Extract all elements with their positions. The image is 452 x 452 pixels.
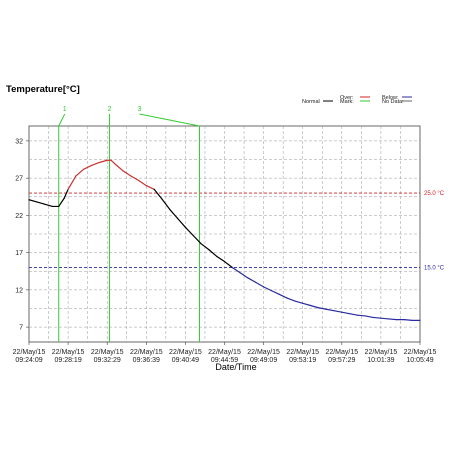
series-segment [122, 170, 132, 177]
thresholds: 25.0 °C 15.0 °C [29, 191, 445, 272]
series-segment [75, 168, 85, 177]
series-segment [28, 199, 38, 203]
x-tick-date: 22/May/15 [130, 349, 163, 356]
x-tick-date: 22/May/15 [286, 349, 319, 356]
over-threshold-label: 25.0 °C [424, 191, 445, 197]
x-tick-date: 22/May/15 [13, 349, 46, 356]
x-tick-date: 22/May/15 [365, 349, 398, 356]
series-segment [278, 293, 288, 299]
legend-label: Normal [302, 99, 320, 105]
legend-label: Mark: [340, 99, 354, 105]
mark-leader [58, 113, 66, 127]
y-tick-label: 22 [15, 213, 23, 220]
y-tick-label: 7 [19, 325, 23, 332]
series-segment [270, 290, 280, 295]
grid [28, 125, 421, 343]
mark-label: 2 [108, 106, 112, 113]
series-segment [223, 260, 233, 269]
x-tick-time: 09:28:19 [54, 357, 81, 364]
series-segment [184, 226, 194, 237]
x-tick-time: 09:24:09 [15, 357, 42, 364]
series-segment [90, 161, 100, 167]
x-tick-date: 22/May/15 [169, 349, 202, 356]
legend: Normal Over:Mark: Below:No Data: [302, 95, 412, 105]
series-segment [309, 304, 319, 309]
series-segment [247, 277, 257, 284]
series-segment [317, 307, 327, 310]
mark-leader [139, 113, 200, 127]
series-segment [161, 198, 171, 211]
series [28, 159, 421, 321]
below-threshold-label: 15.0 °C [424, 266, 445, 272]
marks: 1 2 3 [58, 106, 200, 342]
series-segment [98, 159, 108, 164]
x-tick-date: 22/May/15 [208, 349, 241, 356]
y-tick-label: 17 [15, 250, 23, 257]
series-segment [255, 281, 265, 288]
x-tick-time: 09:32:29 [94, 357, 121, 364]
x-tick-time: 10:01:39 [367, 357, 394, 364]
x-tick-date: 22/May/15 [91, 349, 124, 356]
x-tick-time: 10:05:49 [406, 357, 433, 364]
series-segment [325, 308, 335, 312]
x-tick-time: 09:40:49 [172, 357, 199, 364]
series-segment [302, 302, 312, 307]
series-segment [263, 286, 273, 292]
mark-label: 3 [138, 106, 142, 113]
series-segment [372, 316, 382, 319]
chart-title: Temperature[°C] [6, 84, 80, 95]
series-segment [239, 272, 249, 279]
mark-label: 1 [63, 106, 67, 113]
series-segment [341, 311, 351, 315]
x-tick-time: 09:49:09 [250, 357, 277, 364]
series-segment [349, 313, 359, 316]
legend-label: Below: [382, 95, 399, 101]
x-tick-time: 09:53:19 [289, 357, 316, 364]
y-tick-label: 12 [15, 287, 23, 294]
series-segment [286, 297, 296, 302]
series-segment [130, 175, 140, 181]
series-segment [380, 317, 390, 320]
series-segment [403, 319, 413, 321]
series-segment [294, 300, 304, 304]
series-segment [110, 159, 116, 165]
x-tick-time: 09:36:39 [133, 357, 160, 364]
series-segment [153, 188, 163, 200]
series-segment [200, 243, 210, 251]
x-axis: 22/May/1509:24:0922/May/1509:28:1922/May… [13, 342, 437, 364]
series-segment [364, 315, 374, 319]
series-segment [36, 201, 46, 205]
series-segment [208, 249, 218, 257]
series-segment [356, 314, 366, 317]
series-segment [176, 217, 186, 228]
series-segment [114, 163, 124, 172]
series-segment [145, 184, 155, 190]
series-segment [231, 266, 241, 274]
legend-label: No Data: [382, 99, 404, 105]
x-tick-date: 22/May/15 [52, 349, 85, 356]
series-segment [192, 234, 202, 245]
x-tick-time: 09:44:59 [211, 357, 238, 364]
x-tick-time: 09:57:29 [328, 357, 355, 364]
x-tick-date: 22/May/15 [325, 349, 358, 356]
series-segment [333, 310, 343, 313]
x-tick-date: 22/May/15 [247, 349, 280, 356]
series-segment [44, 203, 54, 208]
series-segment [58, 197, 65, 208]
series-segment [63, 188, 69, 199]
series-segment [169, 208, 179, 219]
y-tick-label: 27 [15, 176, 23, 183]
legend-label: Over: [340, 95, 354, 101]
x-tick-date: 22/May/15 [404, 349, 437, 356]
x-axis-label: Date/Time [215, 362, 256, 372]
series-segment [67, 175, 77, 190]
series-segment [83, 164, 93, 170]
y-tick-label: 32 [15, 138, 23, 145]
series-segment [137, 179, 147, 187]
series-segment [388, 318, 398, 321]
series-segment [216, 255, 226, 263]
y-axis: 7 12 17 22 27 32 [15, 138, 29, 332]
